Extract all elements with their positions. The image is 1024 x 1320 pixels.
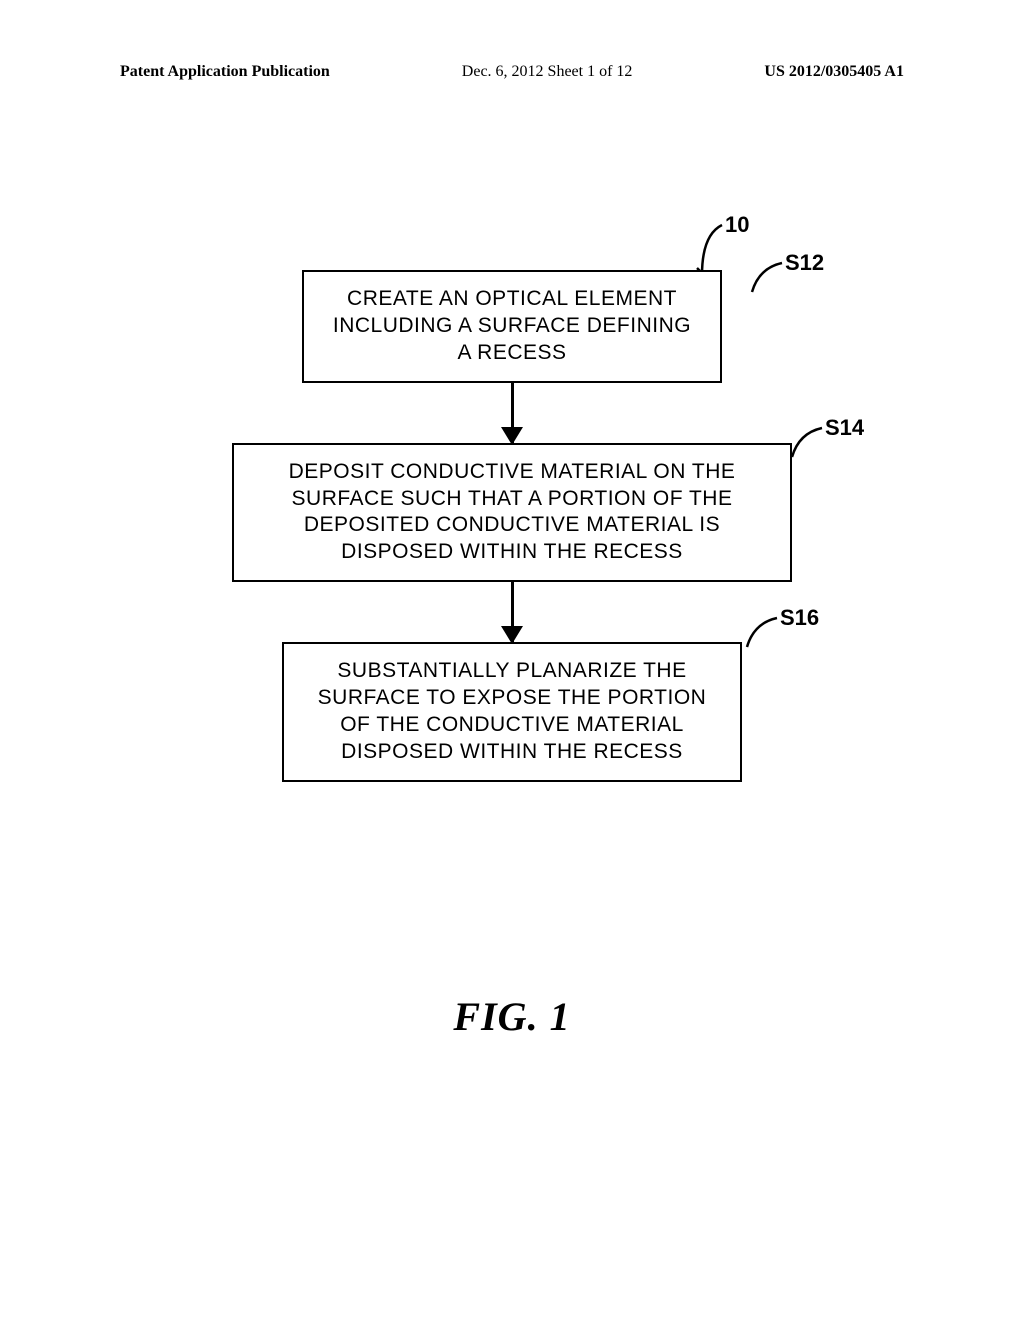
- ref-label-s16: S16: [780, 605, 819, 631]
- header-publication: Patent Application Publication: [120, 63, 330, 81]
- figure-caption: FIG. 1: [453, 993, 570, 1040]
- page-header: Patent Application Publication Dec. 6, 2…: [0, 63, 1024, 81]
- ref-s12-group: S12: [747, 260, 802, 305]
- flowchart-box-2: DEPOSIT CONDUCTIVE MATERIAL ON THE SURFA…: [232, 443, 792, 583]
- ref-s16-group: S16: [742, 615, 797, 660]
- ref-s14-group: S14: [787, 425, 842, 470]
- header-date-sheet: Dec. 6, 2012 Sheet 1 of 12: [462, 63, 633, 81]
- header-doc-number: US 2012/0305405 A1: [764, 63, 904, 81]
- box1-text: CREATE AN OPTICAL ELEMENT INCLUDING A SU…: [333, 287, 691, 364]
- flowchart-diagram: 10 S12 CREATE AN OPTICAL ELEMENT INCLUDI…: [232, 230, 792, 782]
- box2-text: DEPOSIT CONDUCTIVE MATERIAL ON THE SURFA…: [289, 460, 736, 564]
- ref-label-10: 10: [725, 212, 749, 238]
- arrow-2: [511, 582, 514, 642]
- flowchart-box-1: CREATE AN OPTICAL ELEMENT INCLUDING A SU…: [302, 270, 722, 383]
- flowchart-box-3: SUBSTANTIALLY PLANARIZE THE SURFACE TO E…: [282, 642, 742, 782]
- ref-label-s14: S14: [825, 415, 864, 441]
- arrow-1: [511, 383, 514, 443]
- figure-text: FIG. 1: [453, 994, 570, 1039]
- ref-label-s12: S12: [785, 250, 824, 276]
- box3-text: SUBSTANTIALLY PLANARIZE THE SURFACE TO E…: [318, 659, 707, 763]
